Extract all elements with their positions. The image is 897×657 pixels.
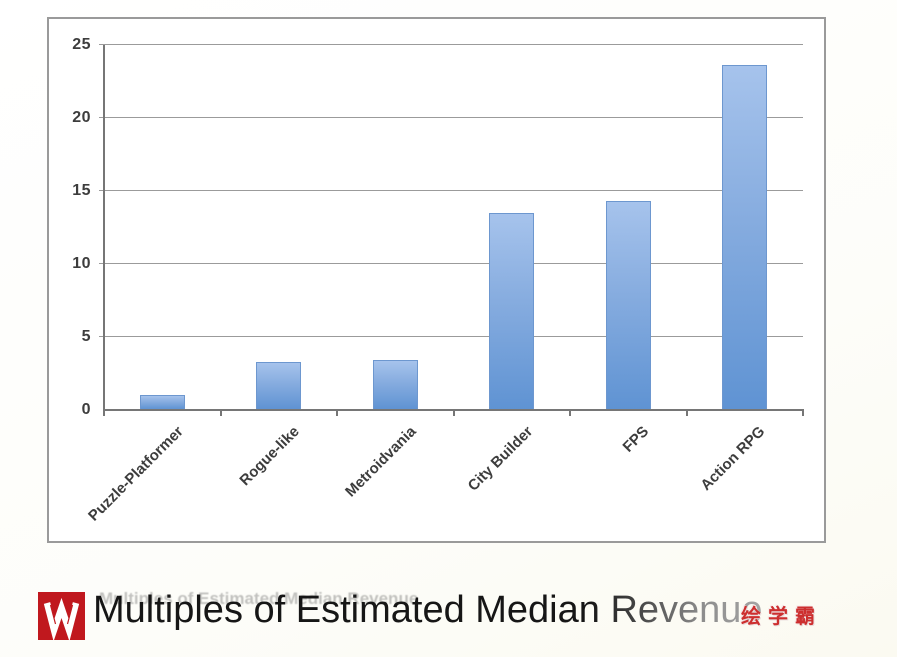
x-axis-category-label: Metroidvania [341,423,420,501]
y-gridline [99,190,803,191]
x-axis-category-label: FPS [619,423,653,456]
x-axis-category-label: Rogue-like [236,423,303,490]
bar [489,213,534,410]
bar [606,201,651,410]
y-gridline [99,117,803,118]
y-axis-tick-label: 25 [72,36,91,53]
y-axis-tick-label: 10 [72,255,91,272]
y-axis-tick-label: 15 [72,182,91,199]
chart-title: Multiples of Estimated Median Revenue [93,589,763,631]
y-axis [103,45,105,411]
bar [140,395,185,410]
x-axis-tick [336,411,338,416]
y-gridline [99,44,803,45]
watermark-text: 绘学霸 [741,606,822,628]
x-axis-tick [686,411,688,416]
x-axis-tick [103,411,105,416]
x-axis-tick [453,411,455,416]
x-axis-tick [220,411,222,416]
bar [373,360,418,410]
y-axis-tick-label: 5 [81,328,91,345]
y-gridline [99,336,803,337]
w-logo-icon [38,592,85,640]
bar [722,65,767,410]
y-axis-tick-label: 0 [81,401,91,418]
y-axis-tick-label: 20 [72,109,91,126]
chart-title-ghost: Multiples of Estimated Median Revenue [99,589,444,609]
x-axis-tick [569,411,571,416]
y-gridline [99,263,803,264]
x-axis [103,409,804,411]
plot-area: 0 5 10 15 20 25 Puzzle-Platformer Rogue-like Met… [49,19,824,541]
x-axis-category-label: Puzzle-Platformer [84,423,187,525]
huixueba-logo [38,592,85,640]
bar [256,362,301,410]
x-axis-category-label: City Builder [464,423,536,495]
x-axis-category-label: Action RPG [697,423,769,494]
x-axis-tick [802,411,804,416]
bar-chart: 0 5 10 15 20 25 Puzzle-Platformer Rogue-like Met… [47,17,826,543]
